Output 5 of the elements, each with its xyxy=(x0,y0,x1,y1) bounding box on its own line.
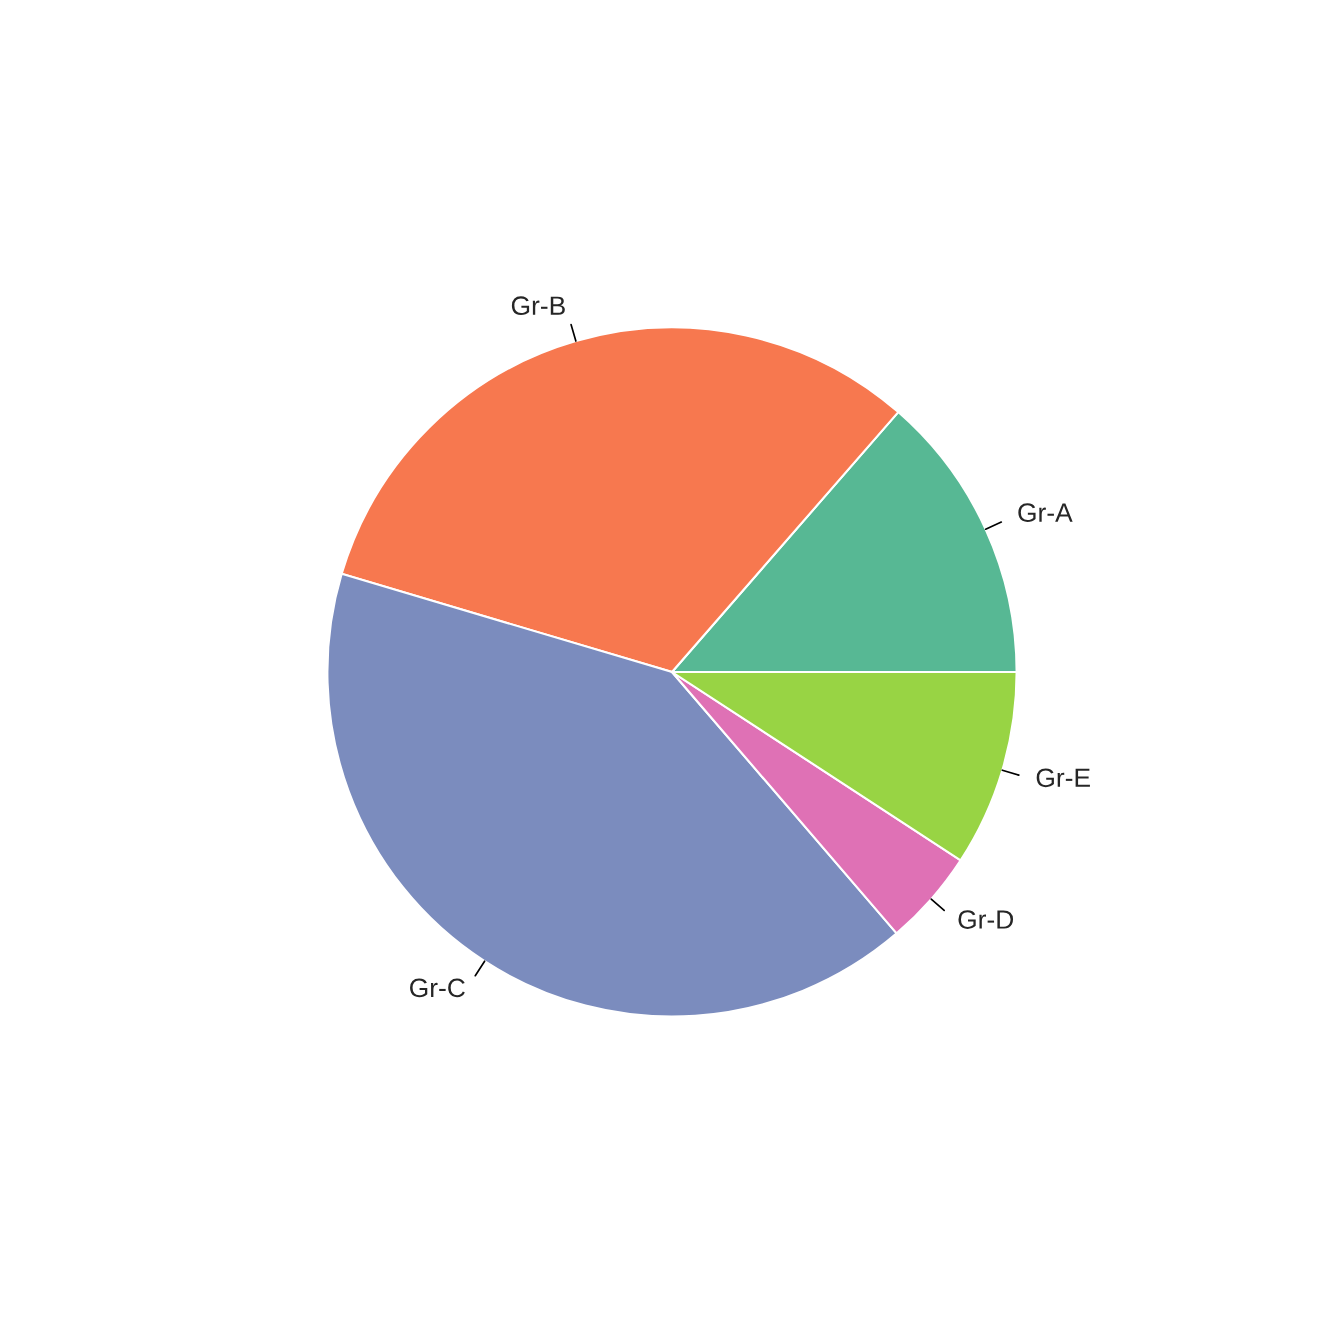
slice-label: Gr-D xyxy=(958,910,1014,929)
slice-label: Gr-C xyxy=(410,978,465,998)
slice-label: Gr-A xyxy=(1018,503,1073,522)
slice-label: Gr-E xyxy=(1036,768,1090,788)
slice-label: Gr-B xyxy=(511,296,565,316)
